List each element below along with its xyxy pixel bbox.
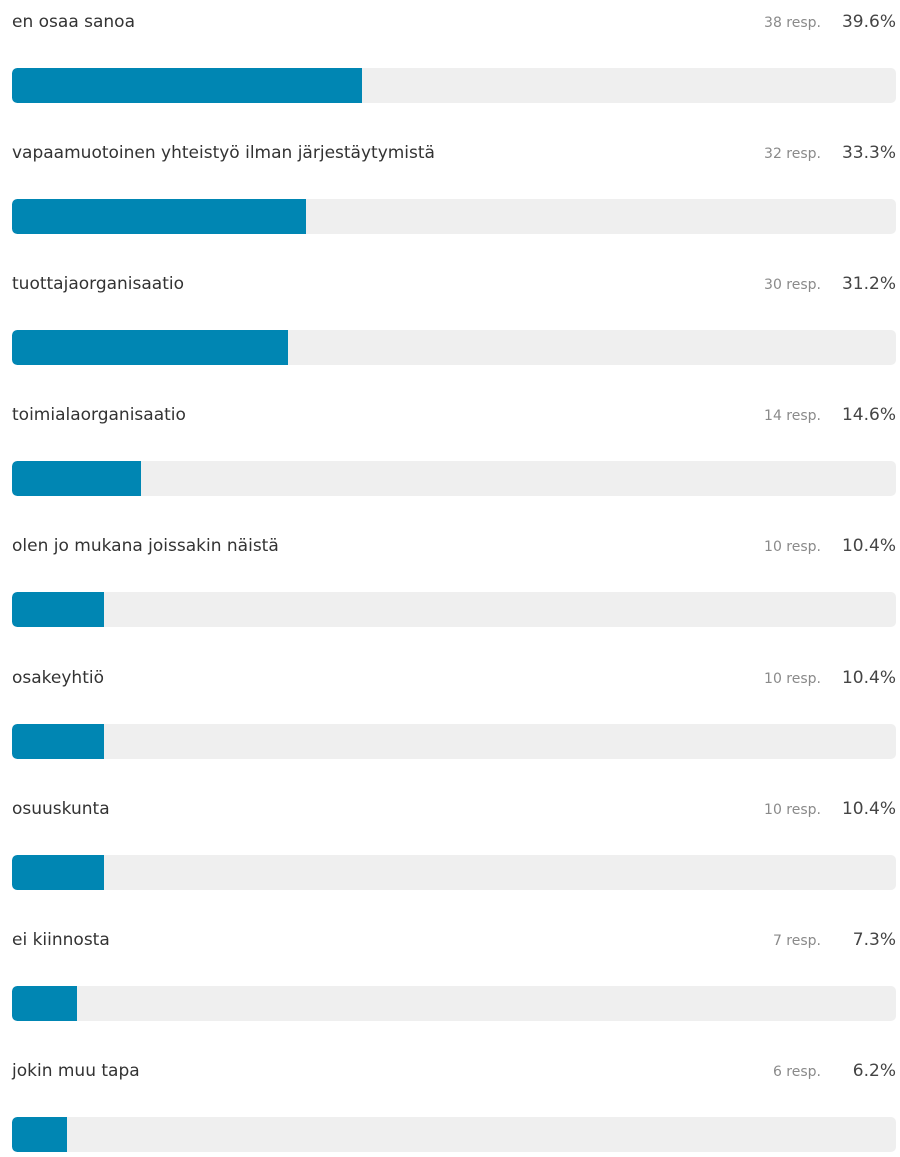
- bar-fill: [12, 68, 362, 103]
- bar-track: [12, 330, 896, 366]
- chart-row: osuuskunta 10 resp. 10.4%: [12, 797, 896, 895]
- bar-track: [12, 199, 896, 235]
- bar-fill: [12, 592, 104, 628]
- chart-row: tuottajaorganisaatio 30 resp. 31.2%: [12, 272, 896, 370]
- chart-row: toimialaorganisaatio 14 resp. 14.6%: [12, 403, 896, 501]
- response-count: 32 resp.: [764, 146, 821, 163]
- bar-track: [12, 461, 896, 497]
- percent-label: 33.3%: [841, 143, 896, 164]
- response-count: 10 resp.: [764, 670, 821, 687]
- percent-label: 14.6%: [841, 405, 896, 426]
- chart-row: vapaamuotoinen yhteistyö ilman järjestäy…: [12, 141, 896, 239]
- response-count: 14 resp.: [764, 408, 821, 425]
- response-count: 10 resp.: [764, 539, 821, 556]
- chart-row: ei kiinnosta 7 resp. 7.3%: [12, 928, 896, 1026]
- bar-track: [12, 68, 896, 103]
- bar-fill: [12, 199, 306, 235]
- chart-row: olen jo mukana joissakin näistä 10 resp. 1…: [12, 534, 896, 632]
- response-count: 38 resp.: [764, 15, 821, 31]
- bar-fill: [12, 461, 141, 497]
- bar-fill: [12, 330, 288, 366]
- category-label: tuottajaorganisaatio: [12, 274, 185, 295]
- category-label: toimialaorganisaatio: [12, 405, 186, 426]
- category-label: osakeyhtiö: [12, 667, 104, 688]
- bar-track: [12, 854, 896, 890]
- chart-row: osakeyhtiö 10 resp. 10.4%: [12, 666, 896, 764]
- percent-label: 10.4%: [841, 798, 896, 819]
- response-count: 7 resp.: [772, 932, 821, 949]
- category-label: olen jo mukana joissakin näistä: [12, 536, 279, 557]
- bar-fill: [12, 1116, 67, 1152]
- percent-label: 31.2%: [841, 274, 896, 295]
- chart-row: jokin muu tapa 6 resp. 6.2%: [12, 1059, 896, 1157]
- percent-label: 10.4%: [841, 536, 896, 557]
- bar-track: [12, 1116, 896, 1152]
- percent-label: 7.3%: [852, 929, 896, 950]
- category-label: osuuskunta: [12, 798, 110, 819]
- percent-label: 6.2%: [852, 1060, 896, 1081]
- bar-track: [12, 985, 896, 1021]
- bar-fill: [12, 723, 104, 759]
- category-label: en osaa sanoa: [12, 12, 136, 32]
- response-count: 10 resp.: [764, 801, 821, 818]
- percent-label: 39.6%: [841, 12, 896, 32]
- bar-fill: [12, 854, 104, 890]
- category-label: vapaamuotoinen yhteistyö ilman järjestäy…: [12, 143, 435, 164]
- bar-track: [12, 592, 896, 628]
- response-count: 30 resp.: [764, 277, 821, 294]
- percent-label: 10.4%: [841, 667, 896, 688]
- chart-row: en osaa sanoa 38 resp. 39.6%: [12, 10, 896, 108]
- category-label: jokin muu tapa: [12, 1060, 140, 1081]
- bar-track: [12, 723, 896, 759]
- bar-fill: [12, 985, 77, 1021]
- response-count: 6 resp.: [772, 1063, 821, 1080]
- category-label: ei kiinnosta: [12, 929, 110, 950]
